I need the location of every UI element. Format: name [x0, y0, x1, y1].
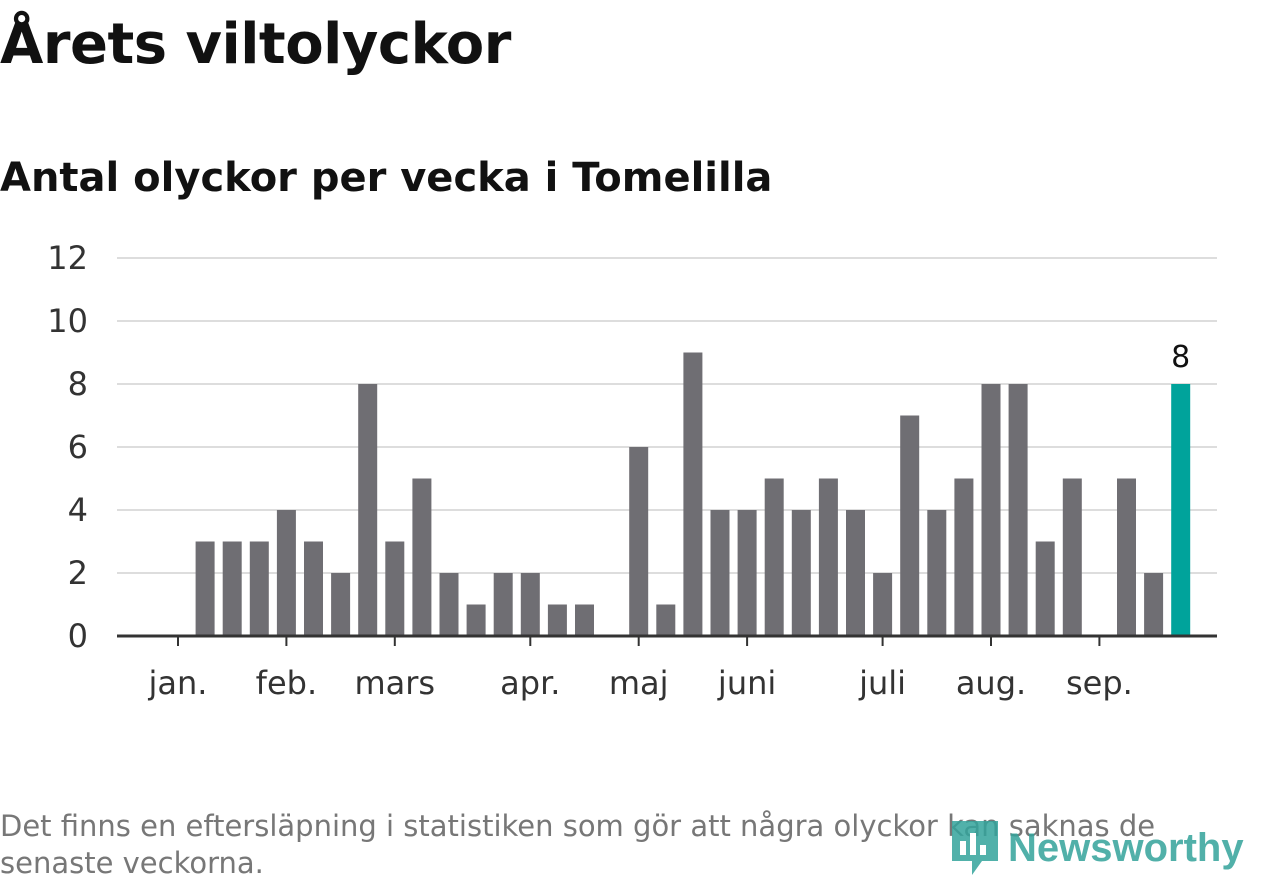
x-tick-label: juli	[858, 664, 906, 702]
newsworthy-logo: Newsworthy	[950, 818, 1244, 878]
x-tick-label: juni	[717, 664, 776, 702]
chart-title: Årets viltolyckor	[0, 12, 511, 77]
bar	[493, 573, 513, 636]
bar	[873, 573, 893, 636]
y-tick-label: 8	[68, 365, 88, 403]
bar	[818, 478, 838, 636]
y-tick-label: 0	[68, 617, 88, 655]
y-tick-label: 4	[68, 491, 88, 529]
grid-lines	[117, 257, 1217, 574]
x-tick-label: sep.	[1066, 664, 1133, 702]
highlight-value-label: 8	[1171, 340, 1190, 375]
bar	[222, 541, 242, 636]
logo-text: Newsworthy	[1008, 825, 1244, 870]
bar	[1008, 384, 1028, 636]
bar	[683, 352, 703, 636]
bar	[575, 604, 594, 636]
bar	[737, 510, 757, 636]
bar	[1035, 541, 1055, 636]
y-tick-label: 12	[47, 239, 88, 277]
bar	[954, 478, 974, 636]
x-tick-label: apr.	[500, 664, 560, 702]
bar	[276, 510, 296, 636]
bar	[439, 573, 459, 636]
bars: 8	[195, 340, 1191, 636]
bar	[520, 573, 540, 636]
x-tick-label: aug.	[956, 664, 1026, 702]
y-axis-ticks: 0 2 4 6 8 10 12	[47, 239, 88, 655]
x-tick-label: jan.	[148, 664, 208, 702]
bar	[1117, 478, 1136, 636]
bar	[304, 541, 323, 636]
bar	[656, 604, 676, 636]
y-tick-label: 6	[68, 428, 88, 466]
x-tick-label: feb.	[256, 664, 317, 702]
bar	[358, 384, 378, 636]
bar	[710, 510, 730, 636]
bar	[385, 541, 405, 636]
bar	[629, 447, 649, 636]
x-axis-ticks: jan. feb. mars apr. maj juni juli aug. sep.	[148, 636, 1133, 702]
bar	[466, 604, 486, 636]
x-tick-label: maj	[609, 664, 669, 702]
bar	[331, 573, 351, 636]
bar-chart: 8 0 2 4 6 8 10 12 jan. feb. mars apr. maj juni juli a…	[47, 239, 1217, 702]
bar	[981, 384, 1001, 636]
bar	[412, 478, 432, 636]
bar-highlight	[1171, 384, 1191, 636]
bar	[791, 510, 811, 636]
x-tick-label: mars	[354, 664, 435, 702]
bar	[927, 510, 947, 636]
bar	[547, 604, 567, 636]
bar	[1062, 478, 1082, 636]
y-tick-label: 10	[47, 302, 88, 340]
bar	[846, 510, 865, 636]
bar	[195, 541, 215, 636]
newsworthy-logo-icon	[952, 821, 998, 875]
bar	[764, 478, 784, 636]
bar	[1144, 573, 1164, 636]
bar	[900, 415, 920, 636]
bar	[249, 541, 269, 636]
chart-subtitle: Antal olyckor per vecka i Tomelilla	[0, 155, 773, 201]
y-tick-label: 2	[68, 554, 88, 592]
